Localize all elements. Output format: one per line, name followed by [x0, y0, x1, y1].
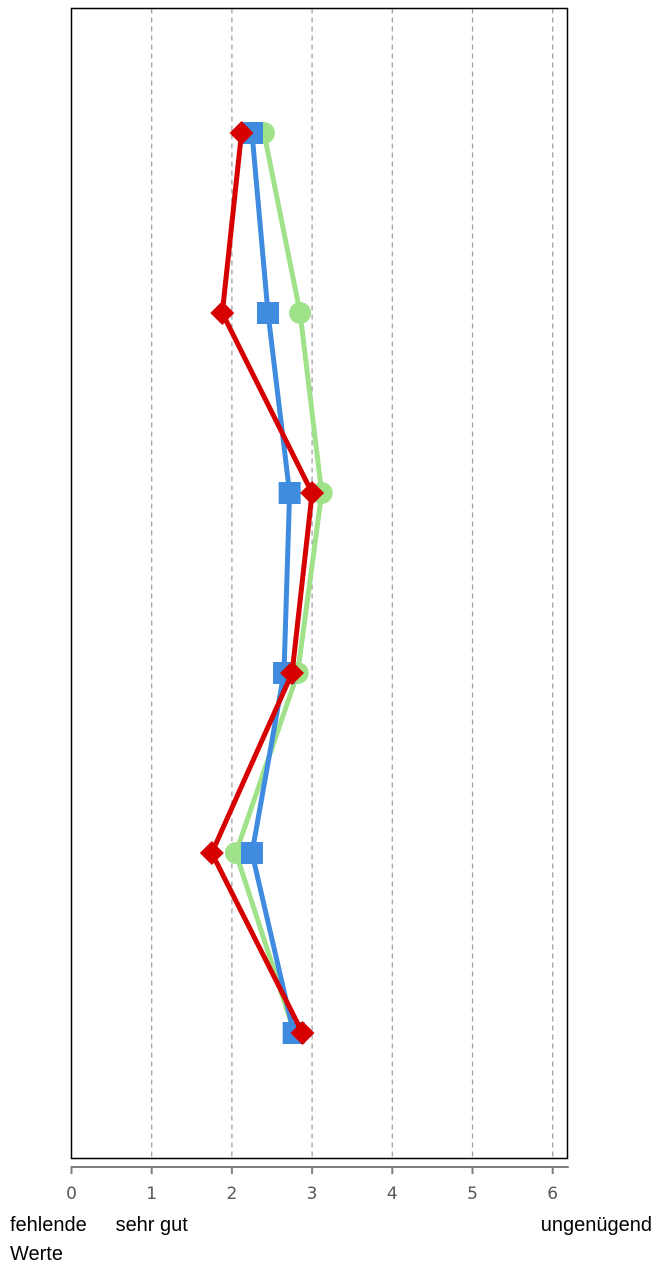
x-axis: 0 1 2 3 4 5 6 [66, 1166, 569, 1204]
gridlines [151, 8, 554, 1159]
series-diamond [199, 121, 325, 1045]
data-point [256, 302, 279, 324]
data-point [229, 121, 254, 145]
x-tick-label: 4 [387, 1184, 398, 1204]
series-line [249, 130, 297, 1036]
data-point [300, 481, 325, 505]
scale-label: sehr gut [116, 1214, 189, 1236]
x-tick-label: 3 [307, 1184, 318, 1204]
x-tick-label: 1 [146, 1184, 157, 1204]
scale-labels: fehlende Werte sehr gut ungenügend [10, 1214, 652, 1264]
x-tick-label: 6 [547, 1184, 558, 1204]
data-point [210, 301, 235, 325]
x-tick-label: 0 [66, 1184, 77, 1204]
x-tick-label: 2 [226, 1184, 237, 1204]
x-tick-label: 5 [467, 1184, 478, 1204]
data-point [199, 841, 224, 865]
data-point [290, 1021, 315, 1045]
scale-label: Werte [10, 1243, 63, 1264]
plot-area-frame [70, 7, 569, 1160]
data-point [278, 482, 301, 504]
series-group [199, 121, 333, 1045]
data-point [240, 842, 263, 864]
series-line [233, 130, 325, 1036]
scale-label: ungenügend [541, 1214, 652, 1236]
data-point [289, 302, 312, 324]
series-line [209, 130, 315, 1036]
scale-label: fehlende [10, 1214, 87, 1236]
data-point [280, 661, 305, 685]
